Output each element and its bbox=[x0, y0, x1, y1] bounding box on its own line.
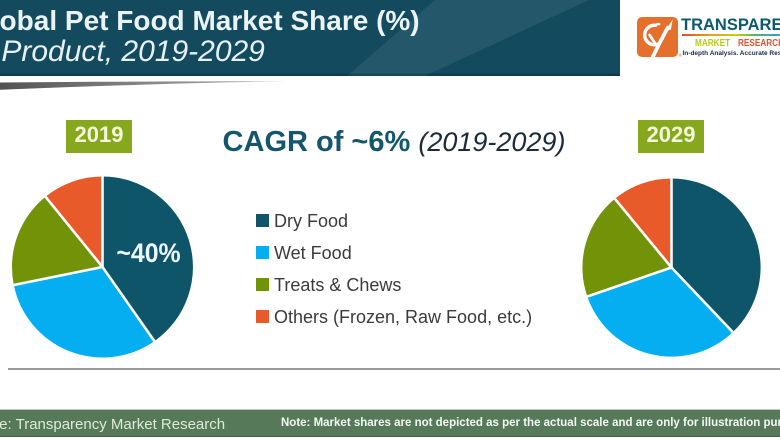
svg-text:®: ® bbox=[679, 52, 683, 58]
svg-text:~40%: ~40% bbox=[116, 239, 180, 268]
